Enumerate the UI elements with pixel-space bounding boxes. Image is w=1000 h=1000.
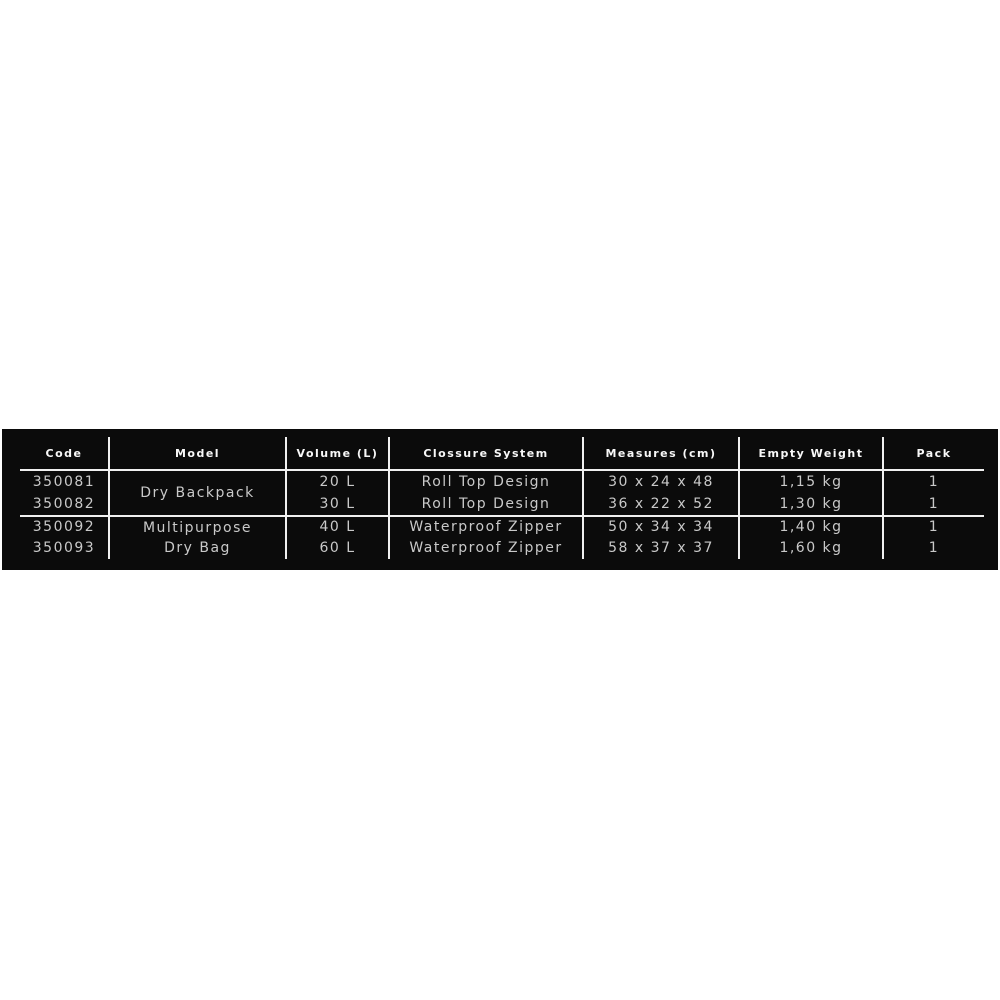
cell-code: 350082	[20, 493, 110, 515]
cell-measures: 30 x 24 x 48	[584, 471, 740, 493]
cell-model: Dry Backpack	[110, 471, 287, 515]
model-name: Multipurpose Dry Bag	[142, 519, 253, 556]
cell-pack: 1	[928, 474, 940, 490]
header-cell-closure: Clossure System	[390, 437, 584, 471]
model-name: Dry Backpack	[140, 484, 255, 501]
cell-pack: 1	[928, 540, 940, 556]
cell-closure: Waterproof Zipper	[390, 537, 584, 559]
cell-closure: Roll Top Design	[390, 471, 584, 493]
header-cell-volume: Volume (L)	[287, 437, 390, 471]
cell-volume: 30 L	[287, 493, 390, 515]
cell-volume: 60 L	[287, 537, 390, 559]
cell-code: 350092	[20, 515, 110, 537]
header-cell-pack: Pack	[884, 437, 984, 471]
cell-code: 350093	[20, 537, 110, 559]
cell-weight: 1,30 kg	[740, 493, 884, 515]
cell-weight: 1,15 kg	[740, 471, 884, 493]
cell-volume: 40 L	[287, 515, 390, 537]
cell-weight: 1,60 kg	[740, 537, 884, 559]
header-cell-measures: Measures (cm)	[584, 437, 740, 471]
cell-volume: 20 L	[287, 471, 390, 493]
cell-pack: 1	[928, 496, 940, 512]
cell-closure: Waterproof Zipper	[390, 515, 584, 537]
cell-weight: 1,40 kg	[740, 515, 884, 537]
cell-measures: 58 x 37 x 37	[584, 537, 740, 559]
cell-measures: 50 x 34 x 34	[584, 515, 740, 537]
cell-pack: 1	[884, 515, 984, 537]
header-cell-weight: Empty Weight	[740, 437, 884, 471]
cell-closure: Roll Top Design	[390, 493, 584, 515]
header-cell-code: Code	[20, 437, 110, 471]
cell-measures: 36 x 22 x 52	[584, 493, 740, 515]
spec-table-grid: Code Model Volume (L) Clossure System Me…	[20, 437, 984, 559]
cell-code: 350081	[20, 471, 110, 493]
header-cell-model: Model	[110, 437, 287, 471]
product-spec-table: Code Model Volume (L) Clossure System Me…	[2, 429, 998, 570]
cell-model: Multipurpose Dry Bag	[110, 515, 287, 559]
